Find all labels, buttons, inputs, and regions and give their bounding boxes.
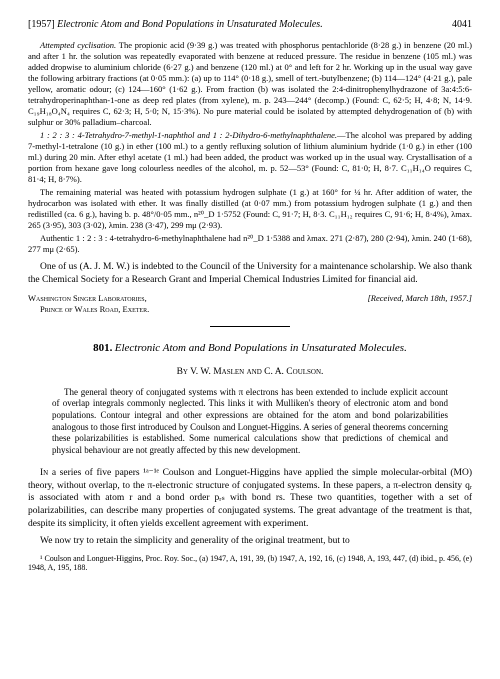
received-date: [Received, March 18th, 1957.]: [368, 293, 473, 316]
body-para-1: In a series of five papers ¹ᵃ⁻¹ᵉ Coulson…: [28, 467, 472, 531]
article-title-block: 801. Electronic Atom and Bond Population…: [28, 341, 472, 356]
body-text-1: a series of five papers ¹ᵃ⁻¹ᵉ Coulson an…: [28, 468, 472, 529]
authors: By V. W. Maslen and C. A. Coulson.: [28, 366, 472, 379]
dropcap-lead: In: [40, 468, 48, 478]
address-line1: Washington Singer Laboratories,: [28, 293, 149, 304]
para-body: The propionic acid (9·39 g.) was treated…: [28, 40, 472, 127]
para-tetrahydro: 1 : 2 : 3 : 4-Tetrahydro-7-methyl-1-naph…: [28, 130, 472, 185]
running-head-left: [1957] Electronic Atom and Bond Populati…: [28, 18, 323, 32]
para-remaining: The remaining material was heated with p…: [28, 187, 472, 231]
address-block: Washington Singer Laboratories, Prince o…: [28, 293, 472, 316]
article-number: 801.: [93, 342, 112, 354]
footnote-1: ¹ Coulson and Longuet-Higgins, Proc. Roy…: [28, 554, 472, 573]
body-para-2: We now try to retain the simplicity and …: [28, 535, 472, 548]
para-lead: Attempted cyclisation.: [40, 40, 116, 50]
running-title: Electronic Atom and Bond Populations in …: [57, 19, 323, 30]
article-title: Electronic Atom and Bond Populations in …: [115, 342, 407, 354]
year: [1957]: [28, 19, 55, 30]
page-number: 4041: [452, 18, 472, 32]
address-left: Washington Singer Laboratories, Prince o…: [28, 293, 149, 316]
abstract: The general theory of conjugated systems…: [52, 387, 448, 457]
para-lead: 1 : 2 : 3 : 4-Tetrahydro-7-methyl-1-naph…: [40, 130, 337, 140]
divider: [210, 326, 290, 327]
address-line2: Prince of Wales Road, Exeter.: [28, 304, 149, 315]
page: [1957] Electronic Atom and Bond Populati…: [0, 0, 500, 601]
acknowledgement: One of us (A. J. M. W.) is indebted to t…: [28, 261, 472, 287]
para-authentic: Authentic 1 : 2 : 3 : 4-tetrahydro-6-met…: [28, 233, 472, 255]
running-head: [1957] Electronic Atom and Bond Populati…: [28, 18, 472, 32]
para-attempted-cyclisation: Attempted cyclisation. The propionic aci…: [28, 40, 472, 128]
